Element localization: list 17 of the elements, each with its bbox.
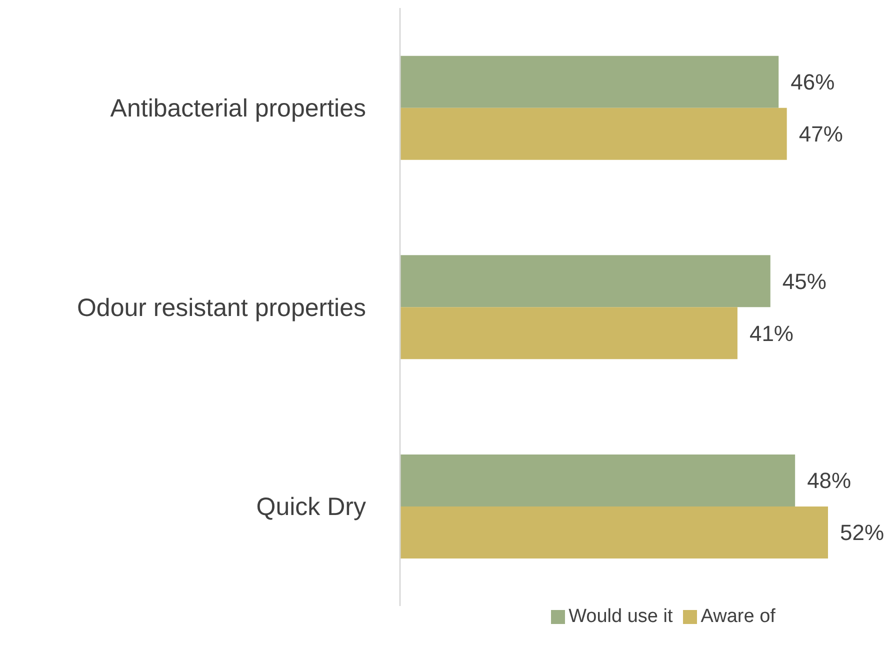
bar — [400, 255, 770, 308]
bar — [400, 307, 738, 360]
data-label: 41% — [749, 320, 794, 346]
legend-label: Aware of — [700, 606, 776, 627]
bar — [400, 506, 828, 559]
legend-label: Would use it — [568, 606, 673, 627]
bar — [400, 56, 779, 108]
bar — [400, 454, 796, 507]
bar — [400, 108, 787, 160]
y-tick-label: Odour resistant properties — [76, 294, 366, 322]
data-label: 48% — [807, 468, 852, 494]
y-tick-label: Antibacterial properties — [110, 94, 366, 123]
data-label: 45% — [782, 268, 826, 294]
data-label: 52% — [840, 520, 884, 546]
data-label: 47% — [798, 122, 843, 147]
data-label: 46% — [790, 70, 835, 95]
y-tick-label: Quick Dry — [256, 493, 366, 522]
